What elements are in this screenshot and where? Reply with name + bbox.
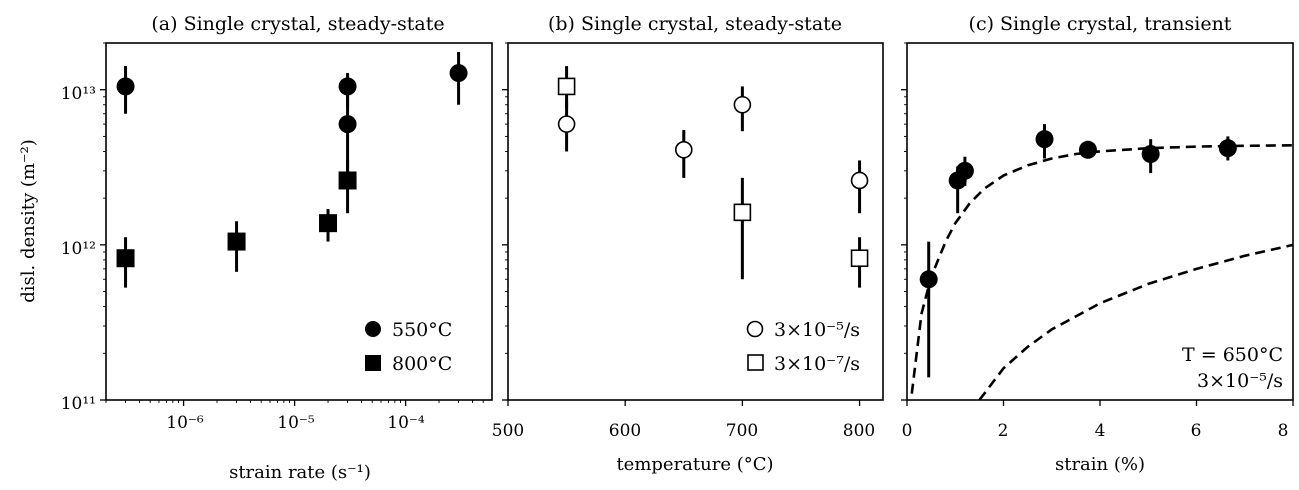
legend-marker-550 [365,321,381,337]
fit-curve [978,243,1294,401]
data-point [116,249,135,268]
data-point [1078,140,1097,159]
data-point [1035,130,1054,149]
x-tick-label: 600 [609,421,641,441]
panel-a-frame [105,42,493,401]
legend-label-550: 550°C [392,319,452,341]
data-point [674,140,693,159]
data-point [338,171,357,190]
panel-c-title: (c) Single crystal, transient [969,13,1232,35]
x-tick-label: 0 [902,421,913,441]
panel-b-x-label: temperature (°C) [616,454,773,475]
data-point [1141,145,1160,164]
legend-marker-3e-7 [747,354,764,371]
legend-marker-800 [365,355,381,371]
data-point [850,171,869,190]
panel-a-title: (a) Single crystal, steady-state [151,13,444,35]
fit-curve [910,144,1294,394]
x-tick-label: 8 [1278,421,1289,441]
data-point [1218,139,1237,158]
x-tick-label: 700 [726,421,758,441]
data-point [955,161,974,180]
x-tick-label: 10⁻⁵ [277,413,315,433]
annotation-temperature: T = 650°C [1182,344,1283,366]
x-tick-label: 500 [492,421,524,441]
x-tick-label: 800 [843,421,875,441]
data-point [227,232,246,251]
data-point [557,115,576,133]
legend-label-3e-5: 3×10⁻⁵/s [774,319,860,341]
data-point [733,203,752,222]
data-point [919,270,938,289]
panel-c-x-label: strain (%) [1055,454,1145,475]
y-tick-label: 10¹³ [61,84,96,104]
annotation-rate: 3×10⁻⁵/s [1197,370,1283,392]
legend-panel-a: 550°C 800°C [365,319,452,375]
x-tick-label: 6 [1191,421,1202,441]
data-point [319,214,338,233]
data-point [850,249,869,268]
x-tick-label: 4 [1095,421,1106,441]
data-point [557,77,576,96]
x-tick-label: 2 [998,421,1009,441]
x-tick-label: 10⁻⁶ [166,413,204,433]
panel-a-x-label: strain rate (s⁻¹) [229,462,371,483]
data-point [449,64,468,83]
data-point [116,77,135,96]
legend-marker-3e-5 [746,320,764,338]
y-tick-label: 10¹² [61,239,96,259]
data-point [338,77,357,96]
legend-label-3e-7: 3×10⁻⁷/s [774,353,860,375]
y-tick-label: 10¹¹ [61,394,96,414]
legend-label-800: 800°C [392,353,452,375]
data-point [733,95,752,114]
data-marks [100,42,1294,406]
x-tick-label: 10⁻⁴ [387,413,425,433]
panel-b-title: (b) Single crystal, steady-state [548,13,842,35]
panel-b-frame [507,42,884,401]
legend-panel-b: 3×10⁻⁵/s 3×10⁻⁷/s [746,319,860,375]
data-point [338,115,357,134]
y-axis-label: disl. density (m⁻²) [18,139,39,302]
